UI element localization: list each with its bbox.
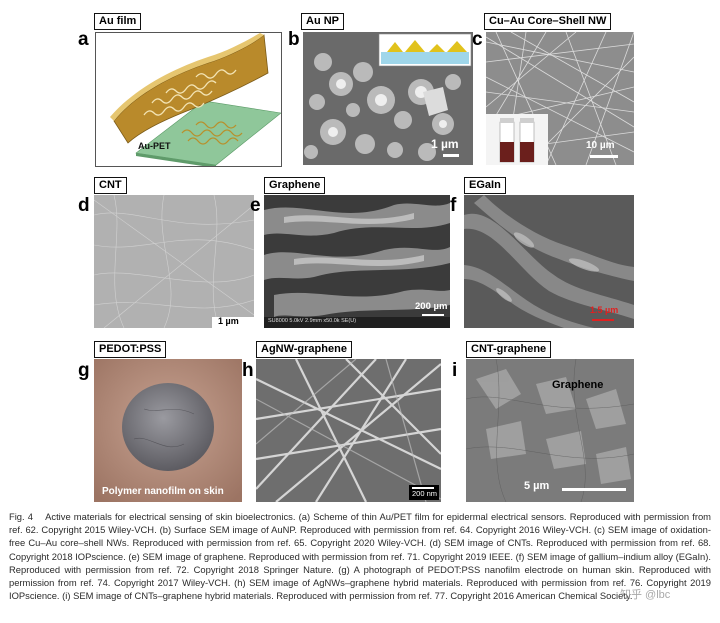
scale-label-f: 1.5 µm (590, 305, 619, 315)
panel-letter-f: f (450, 195, 457, 216)
graphene-label: Graphene (552, 379, 604, 391)
panel-letter-e: e (250, 195, 261, 216)
figure-caption: Fig. 4 Active materials for electrical s… (9, 510, 711, 602)
au-pet-label: Au-PET (138, 141, 171, 151)
panel-letter-g: g (78, 360, 90, 381)
panel-tag-au-film: Au film (94, 13, 142, 30)
scale-bar-b (443, 154, 459, 157)
cnt-graphene-sem-image: Graphene 5 µm (466, 359, 634, 502)
scale-label-h: 200 nm (412, 489, 438, 498)
scale-label-d: 1 µm (218, 316, 239, 326)
panel-letter-h: h (242, 360, 254, 381)
panel-letter-b: b (288, 29, 300, 50)
scale-bar-e (422, 314, 444, 316)
panel-tag-cnt: CNT (94, 177, 127, 194)
panel-tag-au-np: Au NP (301, 13, 344, 30)
scale-bar-f (592, 319, 614, 321)
egain-sem-image: 1.5 µm (464, 195, 634, 328)
polymer-nanofilm-label: Polymer nanofilm on skin (102, 486, 224, 497)
panel-tag-cnt-graphene: CNT-graphene (466, 341, 552, 358)
agnw-graphene-sem-image: 200 nm (256, 359, 441, 502)
panel-letter-i: i (452, 360, 458, 381)
panel-letter-a: a (78, 29, 89, 50)
scale-label-b: 1 µm (431, 137, 459, 151)
panel-letter-c: c (472, 29, 483, 50)
caption-text: Active materials for electrical sensing … (9, 511, 711, 602)
pedot-skin-photo: Polymer nanofilm on skin (94, 359, 242, 502)
panel-tag-graphene: Graphene (264, 177, 326, 194)
cnt-sem-image: 1 µm (94, 195, 254, 328)
panel-tag-cu-au-nw: Cu–Au Core–Shell NW (484, 13, 612, 30)
graphene-sem-image: SU8000 5.0kV 2.9mm x50.0k SE(U) 200 µm (264, 195, 450, 328)
watermark: 知乎 @lbc (620, 589, 671, 601)
scale-bar-i (562, 488, 626, 491)
panel-letter-d: d (78, 195, 90, 216)
cu-au-nw-sem-image: 10 µm (486, 32, 634, 165)
scale-label-i: 5 µm (524, 480, 550, 492)
figure-label: Fig. 4 (9, 511, 33, 522)
scale-label-c: 10 µm (586, 140, 615, 151)
scale-bar-h (412, 487, 434, 489)
sem-footer-e: SU8000 5.0kV 2.9mm x50.0k SE(U) (268, 318, 357, 324)
au-np-sem-image: 1 µm (303, 32, 473, 165)
panel-tag-egain: EGaIn (464, 177, 506, 194)
scale-label-e: 200 µm (415, 301, 448, 312)
au-film-scheme: Au-PET (95, 32, 282, 167)
panel-tag-pedot-pss: PEDOT:PSS (94, 341, 167, 358)
scale-bar-c (590, 155, 618, 158)
panel-tag-agnw-graphene: AgNW-graphene (256, 341, 352, 358)
